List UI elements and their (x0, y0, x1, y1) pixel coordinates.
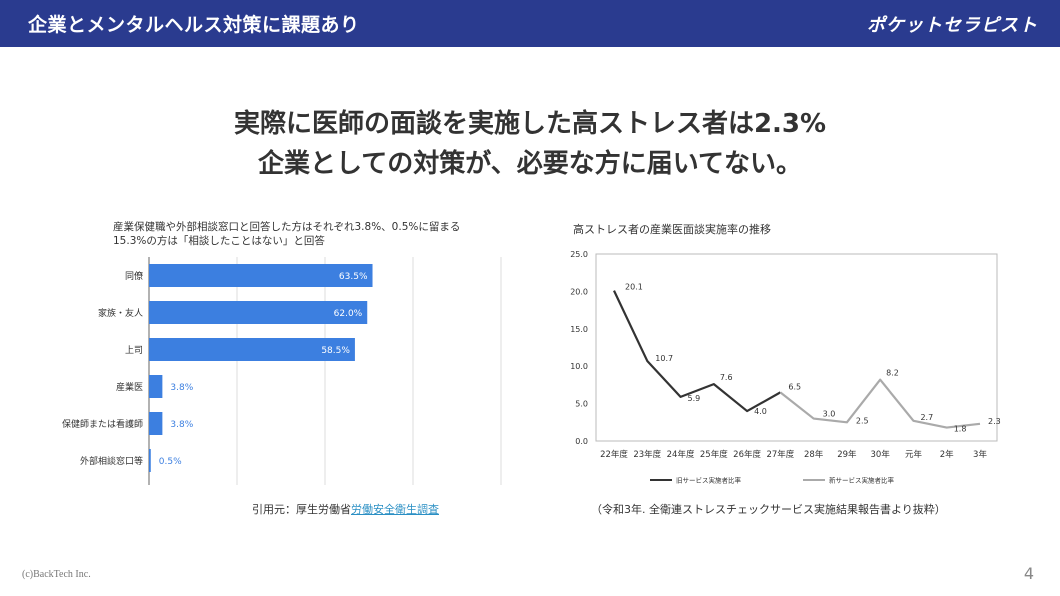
bar-value-label: 62.0% (334, 309, 363, 319)
data-label: 7.6 (720, 373, 733, 382)
bar-chart-caption-line2: 15.3%の方は「相談したことはない」と回答 (113, 235, 325, 247)
header-title: 企業とメンタルヘルス対策に課題あり (28, 14, 360, 36)
data-label: 2.5 (856, 416, 869, 425)
bar-chart-source: 引用元：厚生労働省労働安全衛生調査 (252, 501, 439, 517)
brand-logo: ポケットセラピスト (867, 14, 1038, 36)
bar-value-label: 63.5% (339, 272, 368, 282)
data-label: 6.5 (788, 382, 801, 391)
bar-value-label: 58.5% (321, 346, 350, 356)
y-tick-label: 10.0 (570, 362, 588, 371)
data-label: 2.3 (988, 417, 1001, 426)
x-tick-label: 30年 (871, 449, 891, 460)
line-chart-source: （令和3年. 全衛連ストレスチェックサービス実施結果報告書より抜粋） (591, 503, 946, 516)
x-tick-label: 2年 (940, 449, 954, 460)
data-label: 3.0 (823, 410, 836, 419)
x-tick-label: 29年 (837, 449, 857, 460)
bar-chart-caption-line1: 産業保健職や外部相談窓口と回答した方はそれぞれ3.8%、0.5%に留まる (113, 221, 461, 233)
x-tick-label: 24年度 (667, 449, 695, 460)
x-tick-label: 3年 (973, 449, 987, 460)
series-line (779, 378, 981, 429)
copyright: (c)BackTech Inc. (22, 569, 91, 580)
headline: 実際に医師の面談を実施した高ストレス者は2.3% 企業としての対策が、必要な方に… (0, 104, 1060, 184)
plot-frame (595, 253, 998, 442)
y-tick-label: 20.0 (570, 287, 588, 296)
legend-label: 新サービス実施者比率 (829, 476, 895, 485)
source-link[interactable]: 労働安全衛生調査 (351, 503, 439, 516)
x-tick-label: 23年度 (633, 449, 661, 460)
bar-category-label: 上司 (125, 345, 143, 356)
x-tick-label: 28年 (804, 449, 824, 460)
bar-value-label: 3.8% (170, 420, 193, 430)
series-line (613, 290, 781, 413)
data-label: 20.1 (625, 283, 643, 292)
source-prefix: 引用元：厚生労働省 (252, 503, 351, 516)
headline-line1: 実際に医師の面談を実施した高ストレス者は2.3% (233, 109, 827, 139)
y-tick-label: 15.0 (570, 325, 588, 334)
bar-category-label: 同僚 (125, 270, 143, 282)
bar (149, 449, 151, 472)
x-tick-label: 22年度 (600, 449, 628, 460)
bar-chart-caption: 産業保健職や外部相談窓口と回答した方はそれぞれ3.8%、0.5%に留まる 15.… (113, 220, 460, 248)
x-tick-label: 25年度 (700, 449, 728, 460)
header-bar: 企業とメンタルヘルス対策に課題あり ポケットセラピスト (0, 0, 1060, 47)
bar (149, 412, 163, 435)
bar-category-label: 家族・友人 (98, 307, 143, 319)
data-label: 1.8 (954, 425, 967, 434)
bar (149, 375, 163, 398)
y-tick-label: 5.0 (575, 400, 588, 409)
data-label: 5.9 (688, 394, 701, 403)
legend-label: 旧サービス実施者比率 (676, 476, 742, 485)
bar (149, 338, 355, 361)
bar-category-label: 保健師または看護師 (62, 418, 143, 430)
x-tick-label: 26年度 (733, 449, 761, 460)
bar (149, 301, 368, 324)
x-tick-label: 元年 (905, 449, 923, 460)
line-chart-caption: 高ストレス者の産業医面談実施率の推移 (573, 223, 771, 236)
data-label: 2.7 (920, 413, 933, 422)
x-tick-label: 27年度 (766, 449, 794, 460)
bar-category-label: 産業医 (116, 381, 143, 393)
bar-category-label: 外部相談窓口等 (80, 455, 143, 467)
bar (149, 264, 373, 287)
data-label: 8.2 (886, 369, 899, 378)
data-label: 4.0 (754, 407, 767, 416)
y-tick-label: 0.0 (575, 437, 588, 446)
headline-line2: 企業としての対策が、必要な方に届いてない。 (258, 149, 802, 179)
y-tick-label: 25.0 (570, 250, 588, 259)
bar-value-label: 0.5% (159, 457, 182, 467)
page-number: 4 (1023, 564, 1034, 583)
data-label: 10.7 (655, 354, 673, 363)
bar-value-label: 3.8% (170, 383, 193, 393)
